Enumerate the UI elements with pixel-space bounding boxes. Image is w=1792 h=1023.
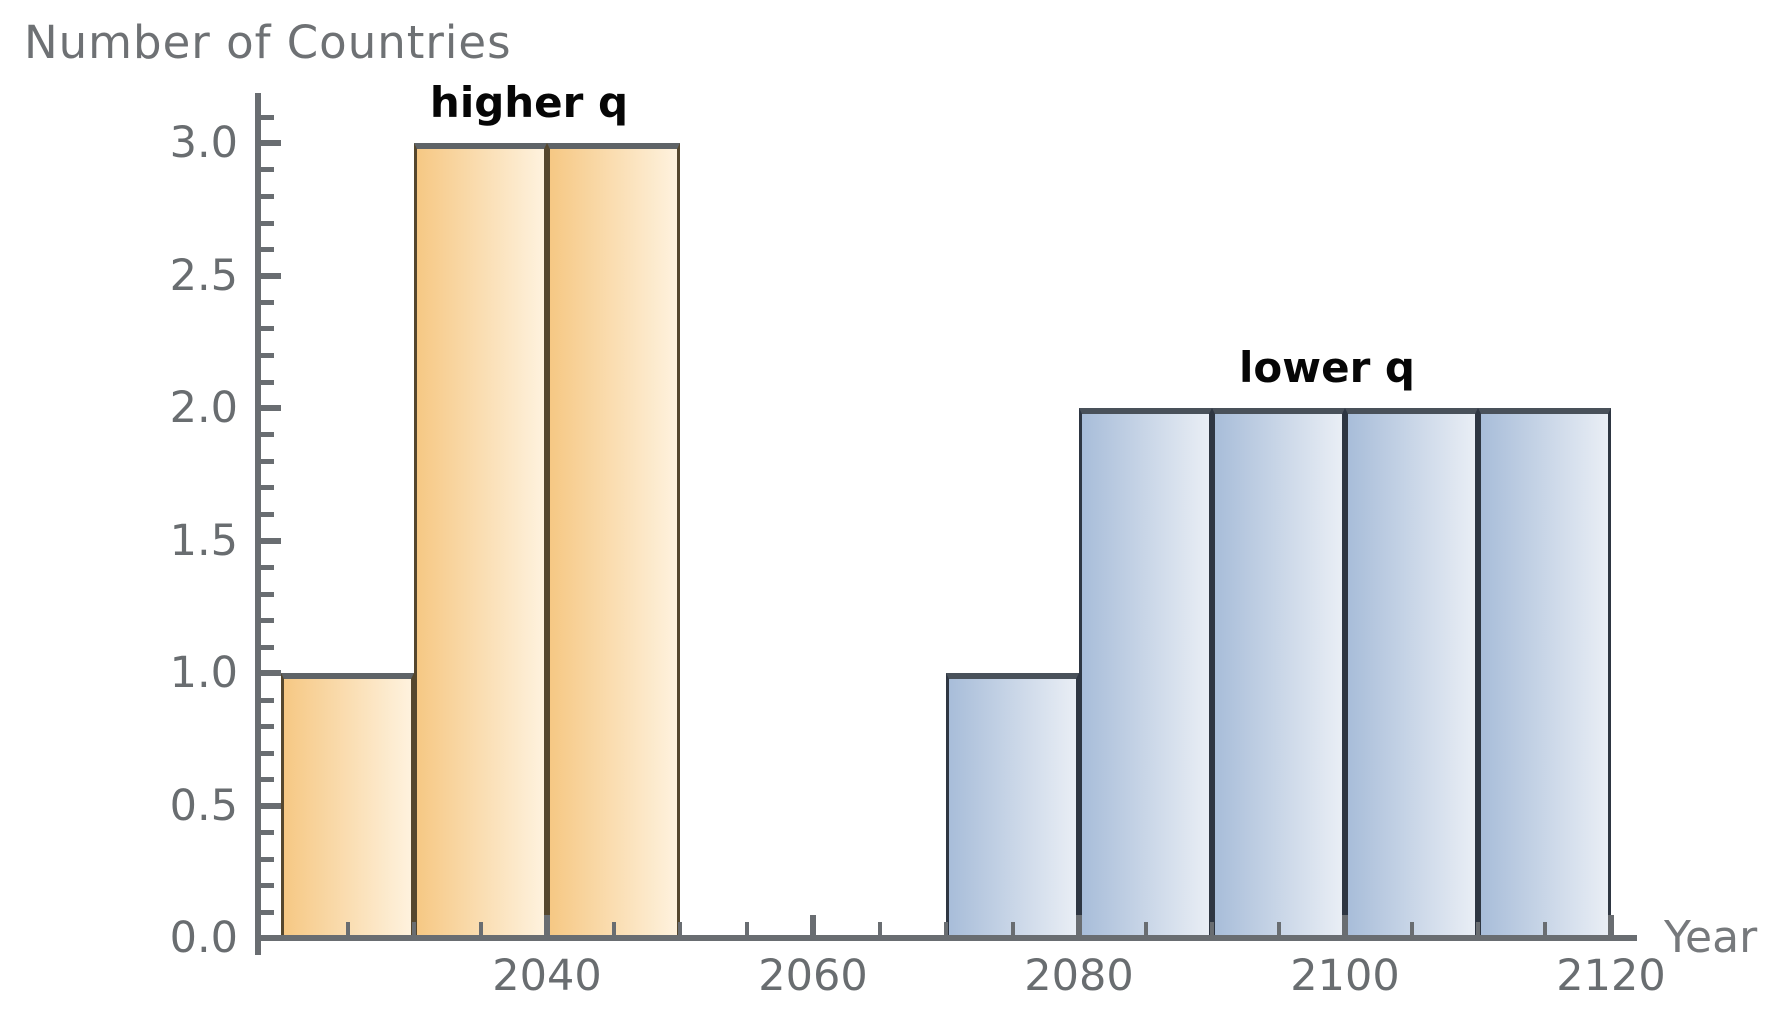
series-label-higher-q: higher q bbox=[429, 78, 629, 127]
x-tick-label: 2040 bbox=[492, 951, 602, 1001]
x-tick-minor bbox=[678, 922, 682, 937]
y-axis-title: Number of Countries bbox=[24, 16, 512, 69]
x-axis-label: Year bbox=[1664, 912, 1758, 963]
x-tick-minor bbox=[745, 922, 749, 937]
y-tick-minor bbox=[261, 380, 274, 385]
y-tick-minor bbox=[261, 221, 274, 226]
y-tick-major bbox=[255, 670, 281, 676]
x-tick-minor bbox=[346, 922, 350, 937]
x-tick-minor bbox=[1144, 922, 1148, 937]
x-tick-label: 2080 bbox=[1024, 951, 1134, 1001]
y-tick-minor bbox=[261, 247, 274, 252]
y-axis-line bbox=[255, 93, 261, 955]
y-tick-minor bbox=[261, 857, 274, 862]
y-tick-minor bbox=[261, 459, 274, 464]
y-tick-minor bbox=[261, 830, 274, 835]
x-tick-minor bbox=[1011, 922, 1015, 937]
x-tick-minor bbox=[878, 922, 882, 937]
bar-lower-q-2110 bbox=[1478, 408, 1611, 941]
y-tick-label: 0.0 bbox=[169, 913, 238, 963]
bar-lower-q-2100 bbox=[1345, 408, 1478, 941]
y-tick-label: 1.5 bbox=[169, 516, 238, 566]
y-tick-major bbox=[255, 405, 281, 411]
x-tick-label: 2060 bbox=[758, 951, 868, 1001]
y-tick-major bbox=[255, 140, 281, 146]
y-tick-minor bbox=[261, 645, 274, 650]
x-tick-minor bbox=[412, 922, 416, 937]
x-tick-minor bbox=[1543, 922, 1547, 937]
bar-lower-q-2090 bbox=[1212, 408, 1345, 941]
y-tick-minor bbox=[261, 167, 274, 172]
x-tick-minor bbox=[1476, 922, 1480, 937]
y-tick-label: 2.5 bbox=[169, 251, 238, 301]
y-tick-major bbox=[255, 803, 281, 809]
y-tick-major bbox=[255, 538, 281, 544]
y-tick-label: 1.0 bbox=[169, 648, 238, 698]
x-tick-minor bbox=[1210, 922, 1214, 937]
x-tick-major bbox=[1608, 915, 1614, 937]
y-tick-minor bbox=[261, 883, 274, 888]
x-tick-major bbox=[544, 915, 550, 937]
x-tick-major bbox=[1076, 915, 1082, 937]
y-tick-minor bbox=[261, 326, 274, 331]
bar-lower-q-2080 bbox=[1079, 408, 1212, 941]
y-tick-label: 2.0 bbox=[169, 383, 238, 433]
y-tick-major bbox=[255, 273, 281, 279]
y-tick-minor bbox=[261, 592, 274, 597]
x-tick-minor bbox=[479, 922, 483, 937]
x-tick-minor bbox=[1410, 922, 1414, 937]
bar-lower-q-2070 bbox=[946, 673, 1079, 941]
x-tick-major bbox=[810, 915, 816, 937]
y-tick-minor bbox=[261, 512, 274, 517]
bar-higher-q-2020 bbox=[281, 673, 414, 941]
y-tick-minor bbox=[261, 618, 274, 623]
y-tick-minor bbox=[261, 485, 274, 490]
y-tick-minor bbox=[261, 751, 274, 756]
y-tick-label: 0.5 bbox=[169, 781, 238, 831]
y-tick-minor bbox=[261, 565, 274, 570]
y-tick-minor bbox=[261, 724, 274, 729]
y-tick-minor bbox=[261, 353, 274, 358]
x-axis-line bbox=[255, 935, 1637, 941]
y-tick-label: 3.0 bbox=[169, 118, 238, 168]
y-tick-minor bbox=[261, 115, 274, 120]
x-tick-minor bbox=[612, 922, 616, 937]
y-tick-minor bbox=[261, 910, 274, 915]
y-tick-minor bbox=[261, 698, 274, 703]
bar-higher-q-2030 bbox=[414, 143, 547, 941]
y-tick-minor bbox=[261, 300, 274, 305]
y-tick-minor bbox=[261, 777, 274, 782]
x-tick-minor bbox=[944, 922, 948, 937]
x-tick-label: 2100 bbox=[1290, 951, 1400, 1001]
bar-higher-q-2040 bbox=[547, 143, 680, 941]
series-label-lower-q: lower q bbox=[1239, 343, 1415, 392]
y-tick-minor bbox=[261, 194, 274, 199]
x-tick-minor bbox=[1277, 922, 1281, 937]
y-tick-minor bbox=[261, 432, 274, 437]
x-tick-major bbox=[1342, 915, 1348, 937]
x-tick-label: 2120 bbox=[1556, 951, 1666, 1001]
